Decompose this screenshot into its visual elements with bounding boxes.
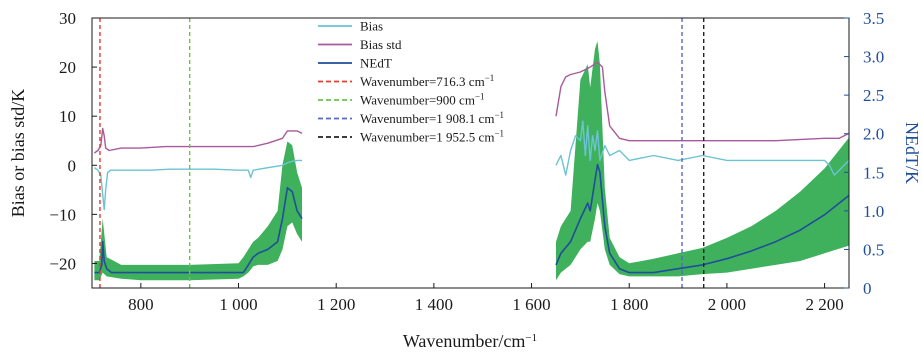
y-tick-label-20: 20 <box>59 58 76 77</box>
legend-label-7: Wavenumber=1 952.5 cm−1 <box>360 129 504 145</box>
x-tick-label-1000: 1 000 <box>219 295 257 314</box>
nedt-line-segment-2 <box>555 163 849 274</box>
y2-axis-label: NEdT/K <box>902 122 922 184</box>
legend: Bias Bias std NEdT Wavenumber=716.3 cm−1 Wav… <box>318 19 504 145</box>
y2-tick-label-2-5: 2.5 <box>863 86 884 105</box>
legend-label-5: Wavenumber=900 cm−1 <box>360 92 485 108</box>
x-axis-label: Wavenumber/cm−1 <box>403 331 537 351</box>
legend-label-3: NEdT <box>360 56 392 71</box>
plot-frame <box>91 17 850 289</box>
y2-tick-label-1-5: 1.5 <box>863 163 884 182</box>
axes: 800 1 000 1 200 1 400 1 600 1 800 2 000 2 200 −2… <box>49 9 884 314</box>
bias-line-segment-1 <box>93 159 302 211</box>
legend-label-6: Wavenumber=1 908.1 cm−1 <box>360 110 504 126</box>
y-tick-label--20: −20 <box>49 254 76 273</box>
bias-std-line-segment-2 <box>555 61 849 142</box>
reference-lines <box>99 18 705 288</box>
x-tick-label-2200: 2 200 <box>805 295 843 314</box>
legend-label-2: Bias std <box>360 37 402 52</box>
x-tick-label-1600: 1 600 <box>512 295 550 314</box>
y2-tick-label-3-5: 3.5 <box>863 9 884 28</box>
x-tick-label-800: 800 <box>128 295 154 314</box>
y2-tick-label-3: 3.0 <box>863 48 884 67</box>
legend-label-4: Wavenumber=716.3 cm−1 <box>360 73 494 89</box>
nedt-band-segment-2 <box>556 41 849 281</box>
y-tick-label-30: 30 <box>59 9 76 28</box>
x-tick-label-1400: 1 400 <box>415 295 453 314</box>
y2-tick-label-0-5: 0.5 <box>863 240 884 259</box>
legend-label-1: Bias <box>360 19 383 34</box>
bias-line-segment-2 <box>555 120 849 176</box>
nedt-band-segment-1 <box>94 141 303 281</box>
y-axis-label: Bias or bias std/K <box>8 89 28 218</box>
y-tick-label--10: −10 <box>49 205 76 224</box>
series-layer <box>93 41 849 281</box>
y-tick-label-0: 0 <box>68 156 77 175</box>
y2-tick-label-2: 2.0 <box>863 125 884 144</box>
x-tick-label-2000: 2 000 <box>708 295 746 314</box>
x-tick-label-1200: 1 200 <box>317 295 355 314</box>
y2-tick-label-0: 0 <box>863 279 872 298</box>
bias-std-line-segment-1 <box>93 127 303 154</box>
y2-tick-label-1: 1.0 <box>863 202 884 221</box>
x-tick-label-1800: 1 800 <box>610 295 648 314</box>
y-tick-label-10: 10 <box>59 107 76 126</box>
nedt-line-segment-1 <box>94 186 303 274</box>
